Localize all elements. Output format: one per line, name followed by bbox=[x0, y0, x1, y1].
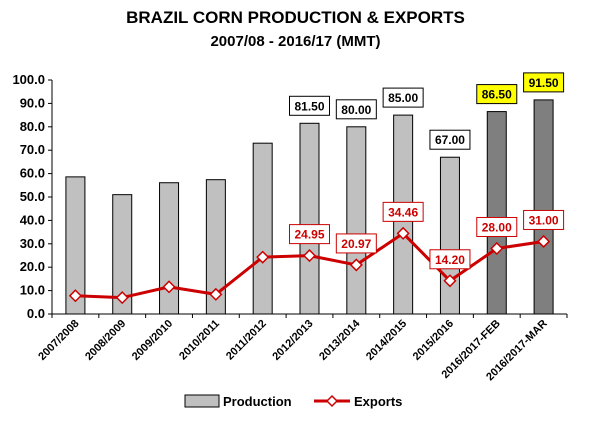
production-bar bbox=[159, 182, 180, 315]
exports-marker bbox=[349, 258, 363, 272]
x-tick-label: 2010/2011 bbox=[177, 318, 222, 363]
y-tick-label: 80.0 bbox=[20, 119, 45, 134]
production-label-box bbox=[335, 99, 377, 120]
production-data-label: 91.50 bbox=[529, 76, 559, 90]
production-data-label: 81.50 bbox=[294, 99, 324, 113]
production-data-label: 86.50 bbox=[482, 88, 512, 102]
x-tick-label: 2009/2010 bbox=[130, 318, 175, 363]
production-bar bbox=[299, 122, 320, 315]
production-label-box bbox=[289, 95, 330, 116]
production-data-label: 67.00 bbox=[435, 133, 465, 147]
x-tick-label: 2012/2013 bbox=[270, 318, 315, 363]
y-tick-label: 0.0 bbox=[27, 306, 45, 321]
exports-label-box bbox=[382, 201, 424, 222]
exports-marker bbox=[302, 249, 317, 263]
y-tick-label: 100.0 bbox=[12, 72, 45, 87]
exports-data-label: 34.46 bbox=[388, 205, 418, 219]
exports-marker bbox=[537, 234, 551, 249]
x-tick-label: 2014/2015 bbox=[364, 318, 409, 363]
exports-data-label: 28.00 bbox=[482, 220, 512, 234]
production-bar bbox=[346, 126, 367, 315]
production-data-label: 85.00 bbox=[388, 91, 418, 105]
production-bar bbox=[205, 179, 226, 315]
production-label-box bbox=[523, 72, 565, 93]
y-tick-label: 50.0 bbox=[20, 189, 45, 204]
production-bar bbox=[486, 111, 507, 315]
exports-marker bbox=[490, 241, 504, 256]
chart-title: BRAZIL CORN PRODUCTION & EXPORTS bbox=[126, 8, 465, 27]
exports-label-box bbox=[523, 209, 565, 230]
exports-label-box bbox=[476, 216, 518, 237]
production-bar bbox=[533, 99, 554, 315]
legend-production-swatch bbox=[184, 394, 220, 408]
exports-marker bbox=[396, 226, 410, 240]
x-tick-label: 2015/2016 bbox=[411, 318, 456, 363]
exports-marker bbox=[68, 289, 82, 303]
exports-data-label: 14.20 bbox=[435, 253, 465, 267]
production-data-label: 80.00 bbox=[341, 103, 371, 117]
x-tick-label: 2011/2012 bbox=[224, 318, 269, 363]
exports-data-label: 24.95 bbox=[294, 228, 324, 242]
exports-marker bbox=[115, 291, 129, 305]
exports-marker bbox=[162, 280, 176, 294]
x-tick-label: 2007/2008 bbox=[36, 318, 81, 363]
production-label-box bbox=[382, 87, 424, 108]
x-tick-label: 2008/2009 bbox=[83, 318, 128, 363]
y-tick-label: 90.0 bbox=[20, 95, 45, 110]
chart-subtitle: 2007/08 - 2016/17 (MMT) bbox=[210, 33, 381, 50]
production-bar bbox=[252, 142, 273, 315]
exports-label-box bbox=[289, 224, 330, 245]
y-tick-label: 30.0 bbox=[20, 236, 45, 251]
exports-marker bbox=[256, 250, 270, 264]
exports-label-box bbox=[335, 233, 377, 254]
legend-exports-marker bbox=[325, 394, 339, 408]
production-bar bbox=[439, 156, 460, 315]
exports-data-label: 31.00 bbox=[529, 213, 559, 227]
y-tick-label: 40.0 bbox=[20, 212, 45, 227]
exports-data-label: 20.97 bbox=[341, 237, 371, 251]
production-bar bbox=[112, 194, 133, 315]
y-tick-label: 60.0 bbox=[20, 166, 45, 181]
exports-marker bbox=[209, 287, 223, 301]
legend-production-label: Production bbox=[223, 394, 292, 409]
exports-marker bbox=[443, 274, 457, 288]
production-bar bbox=[65, 176, 86, 315]
x-tick-label: 2013/2014 bbox=[317, 317, 363, 363]
production-label-box bbox=[476, 84, 518, 105]
production-label-box bbox=[429, 129, 471, 150]
y-tick-label: 10.0 bbox=[20, 283, 45, 298]
legend-exports-label: Exports bbox=[354, 394, 402, 409]
exports-label-box bbox=[429, 249, 471, 270]
y-tick-label: 70.0 bbox=[20, 142, 45, 157]
y-tick-label: 20.0 bbox=[20, 259, 45, 274]
